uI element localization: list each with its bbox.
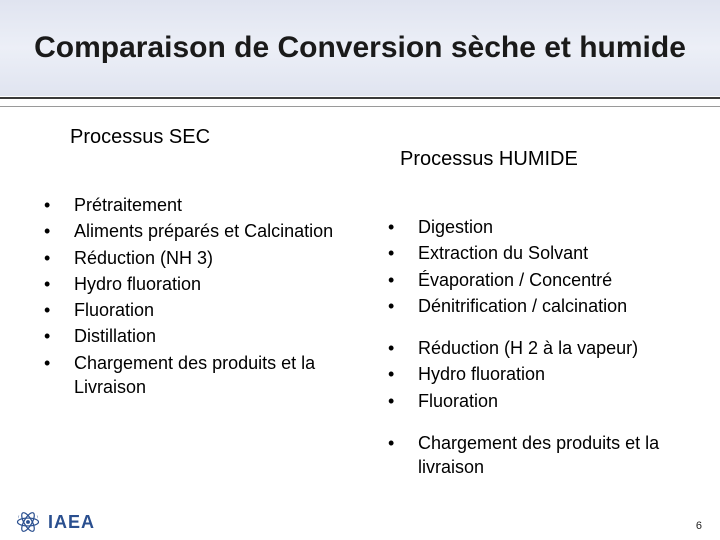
list-item: Chargement des produits et la Livraison <box>40 351 336 400</box>
org-name: IAEA <box>48 512 95 533</box>
list-item: Évaporation / Concentré <box>384 268 680 292</box>
content-area: Processus SEC Prétraitement Aliments pré… <box>0 118 720 504</box>
list-item: Extraction du Solvant <box>384 241 680 265</box>
page-number: 6 <box>696 520 702 532</box>
atom-icon <box>14 508 42 536</box>
right-heading: Processus HUMIDE <box>400 148 680 171</box>
list-item: Chargement des produits et la livraison <box>384 431 680 480</box>
title-band: Comparaison de Conversion sèche et humid… <box>0 0 720 96</box>
list-item: Réduction (H 2 à la vapeur) <box>384 336 680 360</box>
list-item: Hydro fluoration <box>40 272 336 296</box>
list-item: Distillation <box>40 324 336 348</box>
list-item: Aliments préparés et Calcination <box>40 219 336 243</box>
right-list-group3: Chargement des produits et la livraison <box>384 431 680 480</box>
divider-thin <box>0 106 720 107</box>
org-logo: IAEA <box>14 508 95 536</box>
right-column: Processus HUMIDE Digestion Extraction du… <box>364 118 720 504</box>
list-item: Digestion <box>384 215 680 239</box>
list-item: Fluoration <box>40 298 336 322</box>
right-list-group1: Digestion Extraction du Solvant Évaporat… <box>384 215 680 318</box>
footer: IAEA 6 <box>0 504 720 540</box>
list-item: Réduction (NH 3) <box>40 246 336 270</box>
list-item: Dénitrification / calcination <box>384 294 680 318</box>
left-heading: Processus SEC <box>70 126 336 149</box>
left-list: Prétraitement Aliments préparés et Calci… <box>40 193 336 399</box>
left-column: Processus SEC Prétraitement Aliments pré… <box>0 118 364 504</box>
slide-title: Comparaison de Conversion sèche et humid… <box>34 31 686 66</box>
list-item: Prétraitement <box>40 193 336 217</box>
list-item: Hydro fluoration <box>384 362 680 386</box>
right-list-group2: Réduction (H 2 à la vapeur) Hydro fluora… <box>384 336 680 413</box>
list-item: Fluoration <box>384 389 680 413</box>
divider-thick <box>0 97 720 99</box>
